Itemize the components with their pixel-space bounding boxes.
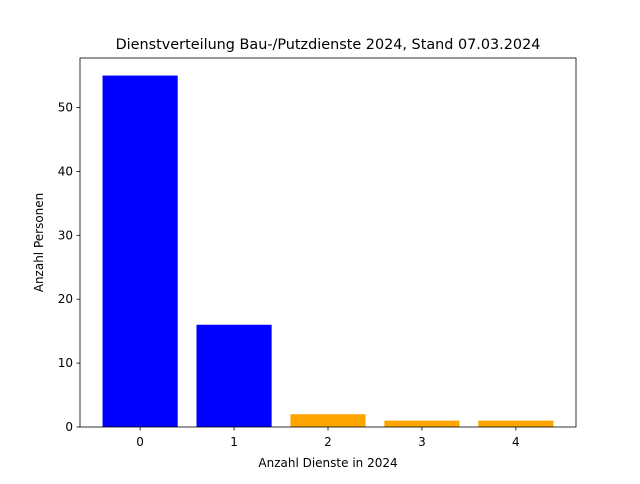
y-tick-label: 50 [58, 101, 73, 115]
x-tick-label: 3 [418, 435, 426, 449]
bar [478, 420, 554, 427]
y-tick-label: 10 [58, 356, 73, 370]
bar [102, 75, 178, 428]
bar [290, 414, 366, 427]
x-tick-label: 0 [136, 435, 144, 449]
y-tick-label: 0 [65, 420, 73, 434]
bar [384, 420, 460, 427]
y-tick-label: 40 [58, 164, 73, 178]
plot-frame [79, 57, 577, 428]
y-tick-label: 30 [58, 228, 73, 242]
x-tick-label: 1 [230, 435, 238, 449]
y-axis-label: Anzahl Personen [32, 193, 46, 293]
bar [196, 324, 272, 427]
y-tick-label: 20 [58, 292, 73, 306]
x-tick-label: 2 [324, 435, 332, 449]
x-axis-label: Anzahl Dienste in 2024 [258, 456, 397, 470]
x-tick-label: 4 [512, 435, 520, 449]
chart-title: Dienstverteilung Bau-/Putzdienste 2024, … [116, 37, 541, 53]
